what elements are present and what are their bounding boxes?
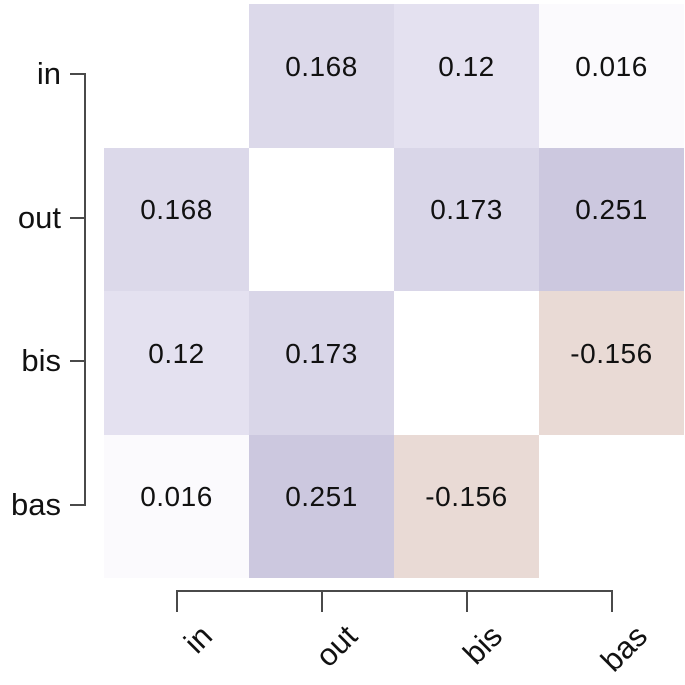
cell-value: -0.156 [425, 481, 508, 513]
heatmap-cell-bas-bas [539, 434, 684, 578]
y-axis-tick-out [70, 216, 85, 219]
cell-value: -0.156 [570, 337, 653, 369]
heatmap-cell-bis-bas: -0.156 [539, 291, 684, 435]
heatmap-cell-out-bas: 0.251 [539, 147, 684, 291]
cell-value: 0.016 [140, 481, 213, 513]
row-label-bis: bis [21, 343, 61, 378]
cell-value: 0.251 [575, 194, 648, 226]
heatmap-cell-out-in: 0.168 [104, 147, 249, 291]
heatmap-cell-in-bis: 0.12 [394, 4, 539, 148]
row-label-in: in [36, 56, 61, 91]
x-axis-line [175, 590, 613, 592]
cell-value: 0.168 [285, 50, 358, 82]
heatmap-cell-bis-bis [394, 291, 539, 435]
heatmap-cell-out-out [249, 147, 394, 291]
cell-value: 0.173 [430, 194, 503, 226]
col-label-in: in [176, 618, 219, 661]
col-label-out: out [308, 618, 364, 674]
col-label-bas: bas [593, 618, 654, 679]
x-axis-tick-bis [465, 590, 468, 612]
col-label-bis: bis [455, 618, 509, 672]
heatmap-cell-bis-out: 0.173 [249, 291, 394, 435]
x-axis-tick-out [320, 590, 323, 612]
row-label-out: out [17, 199, 61, 235]
heatmap-cell-in-in [104, 4, 249, 148]
row-label-bas: bas [11, 486, 61, 522]
cell-value: 0.12 [438, 50, 495, 82]
y-axis-tick-bis [70, 360, 85, 362]
cell-value: 0.12 [148, 337, 205, 369]
heatmap-cell-in-bas: 0.016 [539, 4, 684, 148]
heatmap-grid: 0.168 0.12 0.016 0.168 0.173 0.251 0.12 0.173 -0… [104, 4, 684, 578]
heatmap-cell-bas-in: 0.016 [104, 434, 249, 578]
cell-value: 0.251 [285, 481, 358, 513]
x-axis-tick-in [175, 590, 178, 612]
y-axis-tick-bas [70, 503, 85, 506]
heatmap-cell-bas-out: 0.251 [249, 434, 394, 578]
y-axis-tick-in [70, 73, 85, 75]
cell-value: 0.173 [285, 337, 358, 369]
y-axis-line [84, 73, 86, 506]
cell-value: 0.168 [140, 194, 213, 226]
heatmap-cell-out-bis: 0.173 [394, 147, 539, 291]
heatmap-cell-bis-in: 0.12 [104, 291, 249, 435]
heatmap-cell-in-out: 0.168 [249, 4, 394, 148]
cell-value: 0.016 [575, 50, 648, 82]
x-axis-tick-bas [610, 590, 613, 612]
heatmap-cell-bas-bis: -0.156 [394, 434, 539, 578]
